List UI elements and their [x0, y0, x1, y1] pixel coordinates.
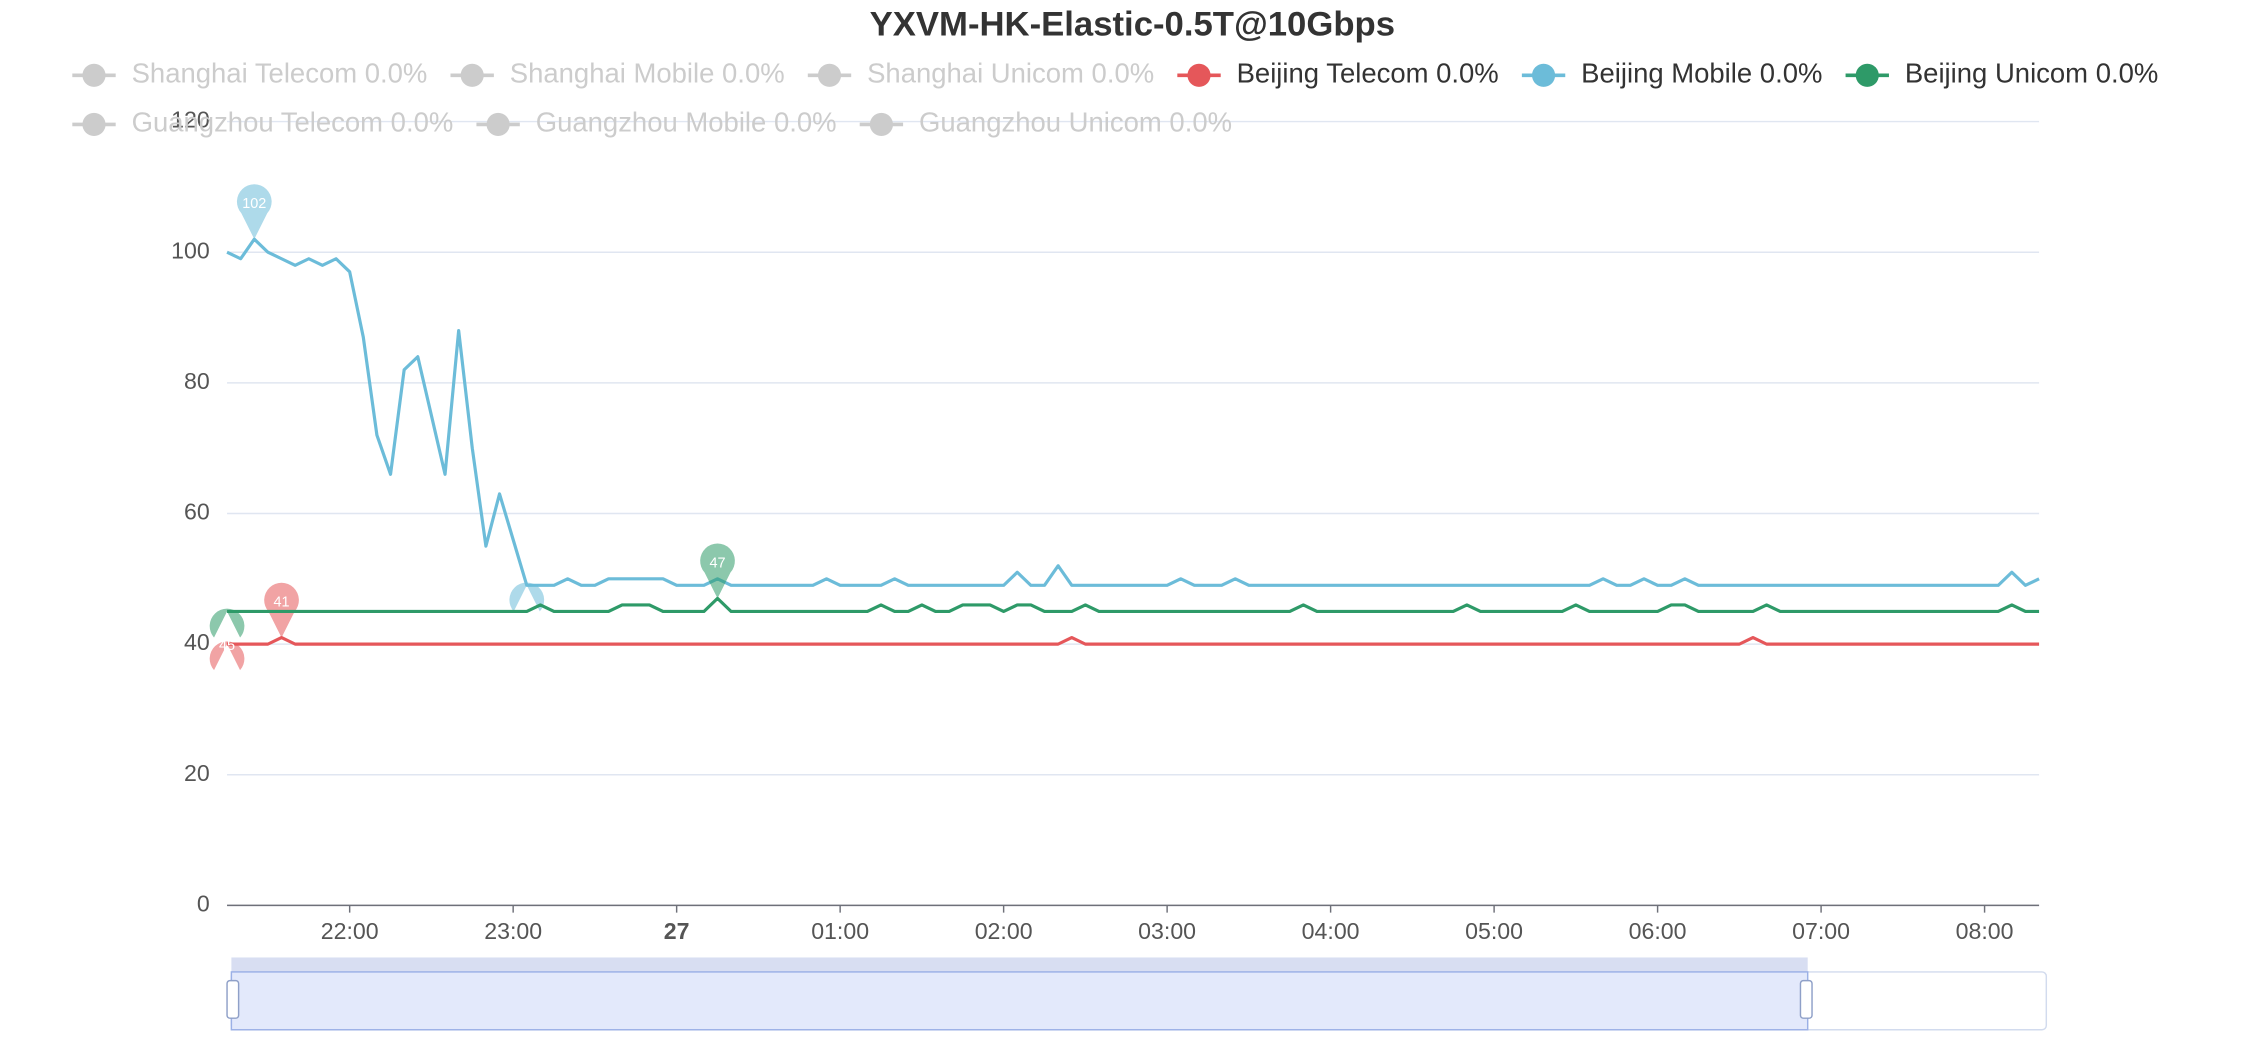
mark-pin[interactable]	[509, 582, 545, 612]
legend-dot	[1855, 63, 1879, 87]
legend-item[interactable]: Guangzhou Unicom 0.0%	[859, 107, 1232, 138]
legend-label: Guangzhou Telecom 0.0%	[132, 107, 454, 138]
pin-label: 45	[219, 638, 235, 654]
pin-label: 41	[274, 595, 290, 611]
chart-title: YXVM-HK-Elastic-0.5T@10Gbps	[870, 5, 1395, 43]
legend-dot	[869, 112, 893, 137]
legend-label: Beijing Telecom 0.0%	[1237, 58, 1499, 89]
pin-label: 40	[219, 671, 235, 687]
x-tick-label: 03:00	[1138, 918, 1196, 944]
x-tick-label: 22:00	[321, 918, 379, 944]
y-tick-label: 80	[184, 368, 210, 394]
legend-label: Guangzhou Mobile 0.0%	[536, 107, 837, 138]
pin-label: 102	[242, 196, 266, 212]
legend-dot	[82, 112, 106, 137]
legend-dot	[1187, 63, 1211, 87]
legend-dot	[82, 63, 106, 87]
legend-dot	[460, 63, 484, 87]
y-tick-label: 120	[171, 107, 210, 133]
legend-item[interactable]: Beijing Telecom 0.0%	[1177, 58, 1499, 89]
x-tick-label: 23:00	[484, 918, 542, 944]
legend-label: Guangzhou Unicom 0.0%	[919, 107, 1232, 138]
x-tick-label: 06:00	[1629, 918, 1687, 944]
legend-item[interactable]: Guangzhou Telecom 0.0%	[72, 107, 453, 138]
x-tick-label: 02:00	[975, 918, 1033, 944]
mark-pin[interactable]	[236, 184, 272, 240]
y-tick-label: 40	[184, 629, 210, 655]
zoom-window[interactable]	[230, 971, 1809, 1031]
legend-label: Shanghai Telecom 0.0%	[132, 58, 428, 89]
legend-item[interactable]: Beijing Unicom 0.0%	[1845, 58, 2159, 89]
legend-item[interactable]: Shanghai Unicom 0.0%	[807, 58, 1154, 89]
mark-pin[interactable]	[700, 543, 735, 599]
legend-item[interactable]: Shanghai Mobile 0.0%	[450, 58, 785, 89]
pin-shape	[509, 582, 545, 612]
series-line	[226, 237, 2040, 587]
legend-label: Beijing Mobile 0.0%	[1581, 58, 1822, 89]
legend-dot	[486, 112, 510, 137]
mark-pin[interactable]	[209, 608, 245, 638]
pin-shape	[700, 543, 735, 599]
x-tick-label: 05:00	[1465, 918, 1523, 944]
pin-shape	[209, 608, 245, 638]
mark-pin[interactable]	[209, 641, 245, 671]
pin-label: 47	[709, 556, 725, 572]
zoom-handle[interactable]	[226, 979, 240, 1019]
zoom-bar[interactable]	[231, 957, 1808, 972]
legend-item[interactable]: Beijing Mobile 0.0%	[1521, 58, 1823, 89]
legend-dot	[1531, 63, 1556, 87]
legend-label: Shanghai Mobile 0.0%	[510, 58, 785, 89]
x-tick-label: 07:00	[1792, 918, 1850, 944]
pin-shape	[209, 641, 245, 671]
legend-item[interactable]: Shanghai Telecom 0.0%	[72, 58, 427, 89]
x-tick-label: 04:00	[1302, 918, 1360, 944]
x-tick-label: 27	[664, 918, 690, 944]
x-tick-label: 08:00	[1956, 918, 2014, 944]
zoom-handle[interactable]	[1799, 979, 1813, 1019]
y-tick-label: 0	[197, 891, 210, 917]
pin-shape	[236, 184, 272, 240]
data-zoom[interactable]	[226, 957, 2048, 1031]
y-tick-label: 60	[184, 499, 210, 525]
legend-item[interactable]: Guangzhou Mobile 0.0%	[476, 107, 837, 138]
x-tick-label: 01:00	[811, 918, 869, 944]
series-line	[227, 596, 2040, 614]
series-line	[227, 636, 2040, 646]
y-tick-label: 20	[184, 760, 210, 786]
legend-dot	[817, 63, 842, 87]
legend-label: Shanghai Unicom 0.0%	[867, 58, 1154, 89]
pin-label: 49	[519, 612, 535, 628]
y-tick-label: 100	[171, 237, 210, 263]
legend-label: Beijing Unicom 0.0%	[1905, 58, 2158, 89]
